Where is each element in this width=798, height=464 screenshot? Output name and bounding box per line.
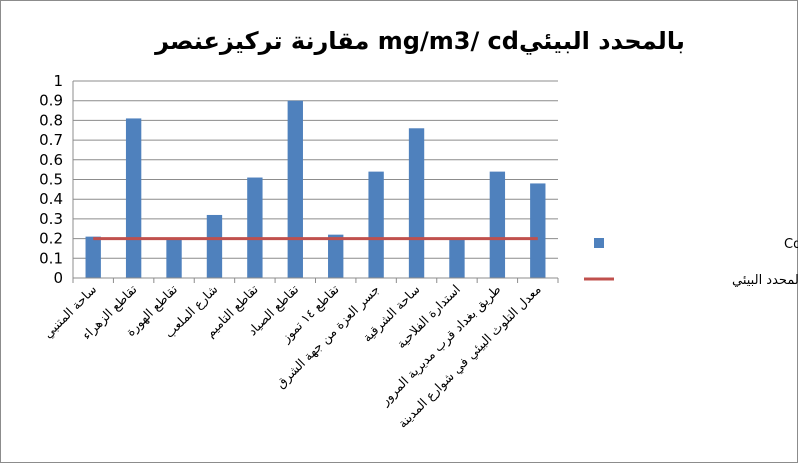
y-tick-label: 0.4 (39, 190, 63, 208)
axes (72, 81, 559, 283)
y-tick-label: 0.6 (39, 151, 63, 169)
y-tick-label: 0.8 (39, 111, 63, 129)
y-tick-label: 0 (53, 269, 63, 287)
grid-lines (73, 80, 558, 279)
bars (85, 100, 546, 279)
chart-title: مقارنة تركيزعنصر mg/m3/ cdبالمحدد البيئي (154, 27, 685, 55)
bar (530, 183, 546, 278)
legend-label-limit: المحدد البيئي (732, 273, 798, 288)
legend: عنصر الكادميوم Cd المحدد البيئي (584, 237, 798, 288)
bar (489, 171, 506, 278)
y-tick-label: 0.1 (39, 249, 63, 267)
bar (368, 171, 384, 278)
bar (328, 234, 344, 278)
y-tick-label: 0.7 (39, 131, 63, 149)
y-axis-ticks: 0 0.10.2 0.3 0.40.5 0.6 0.7 0.80.9 1 (39, 72, 63, 287)
bar (287, 100, 303, 278)
bar (206, 214, 223, 278)
bar (85, 236, 101, 278)
legend-bar-swatch (594, 238, 604, 248)
y-tick-label: 1 (53, 72, 63, 90)
bar (166, 238, 182, 278)
y-tick-label: 0.5 (39, 171, 63, 189)
y-tick-label: 0.2 (39, 230, 63, 248)
y-tick-label: 0.9 (39, 92, 63, 110)
bar (449, 238, 465, 278)
bar (247, 177, 263, 278)
bar (125, 118, 142, 279)
y-tick-label: 0.3 (39, 210, 63, 228)
bar (408, 128, 425, 278)
legend-label-cadmium: عنصر الكادميوم Cd (784, 237, 798, 252)
